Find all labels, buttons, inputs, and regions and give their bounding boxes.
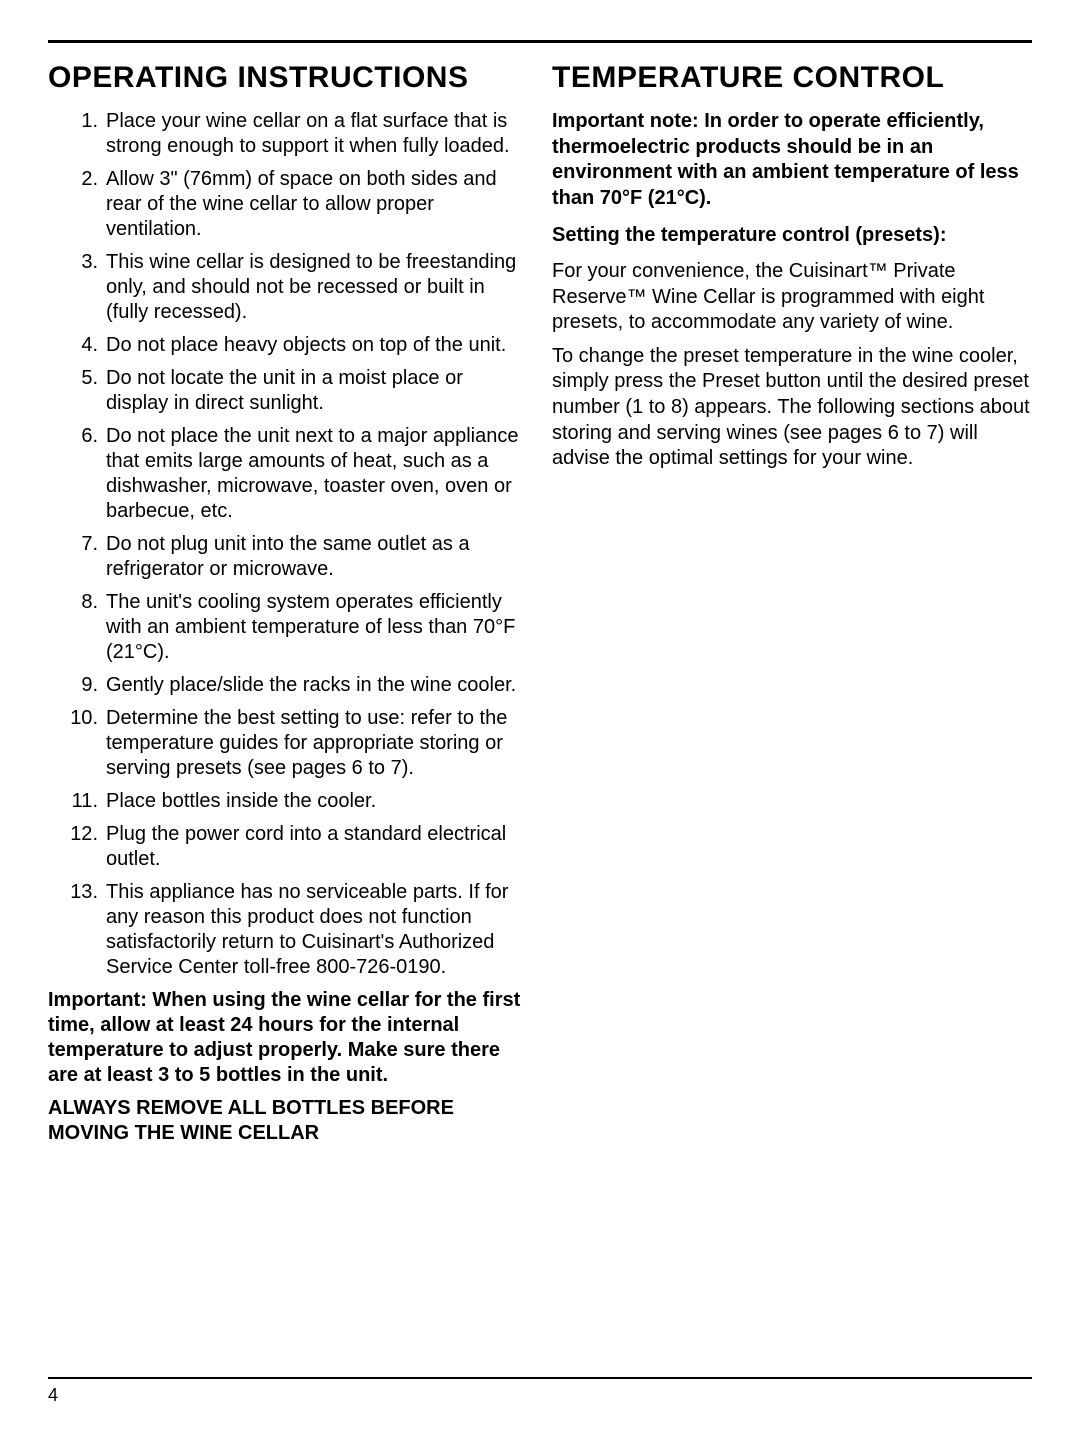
remove-bottles-warning: ALWAYS REMOVE ALL BOTTLES BEFORE MOVING … bbox=[48, 1096, 528, 1146]
presets-para-2: To change the preset temperature in the … bbox=[552, 344, 1032, 472]
instruction-item: Allow 3" (76mm) of space on both sides a… bbox=[48, 167, 528, 242]
footer: 4 bbox=[48, 1377, 1032, 1406]
operating-instructions-title: OPERATING INSTRUCTIONS bbox=[48, 61, 528, 95]
instruction-item: Place your wine cellar on a flat surface… bbox=[48, 109, 528, 159]
left-column: OPERATING INSTRUCTIONS Place your wine c… bbox=[48, 61, 528, 1146]
instruction-item: Do not plug unit into the same outlet as… bbox=[48, 532, 528, 582]
temperature-control-title: TEMPERATURE CONTROL bbox=[552, 61, 1032, 95]
presets-para-1: For your convenience, the Cuisinart™ Pri… bbox=[552, 259, 1032, 336]
instruction-item: Do not locate the unit in a moist place … bbox=[48, 366, 528, 416]
page-number: 4 bbox=[48, 1385, 1032, 1406]
important-first-time: Important: When using the wine cellar fo… bbox=[48, 988, 528, 1088]
instructions-list: Place your wine cellar on a flat surface… bbox=[48, 109, 528, 980]
setting-presets-heading: Setting the temperature control (presets… bbox=[552, 223, 1032, 249]
instruction-item: The unit's cooling system operates effic… bbox=[48, 590, 528, 665]
instruction-item: Plug the power cord into a standard elec… bbox=[48, 822, 528, 872]
instruction-item: Do not place heavy objects on top of the… bbox=[48, 333, 528, 358]
instruction-item: Place bottles inside the cooler. bbox=[48, 789, 528, 814]
right-column: TEMPERATURE CONTROL Important note: In o… bbox=[552, 61, 1032, 1146]
instruction-item: This wine cellar is designed to be frees… bbox=[48, 250, 528, 325]
top-rule bbox=[48, 40, 1032, 43]
important-note: Important note: In order to operate effi… bbox=[552, 109, 1032, 211]
bottom-rule bbox=[48, 1377, 1032, 1379]
instruction-item: Gently place/slide the racks in the wine… bbox=[48, 673, 528, 698]
instruction-item: Determine the best setting to use: refer… bbox=[48, 706, 528, 781]
instruction-item: This appliance has no serviceable parts.… bbox=[48, 880, 528, 980]
instruction-item: Do not place the unit next to a major ap… bbox=[48, 424, 528, 524]
content-columns: OPERATING INSTRUCTIONS Place your wine c… bbox=[48, 61, 1032, 1146]
